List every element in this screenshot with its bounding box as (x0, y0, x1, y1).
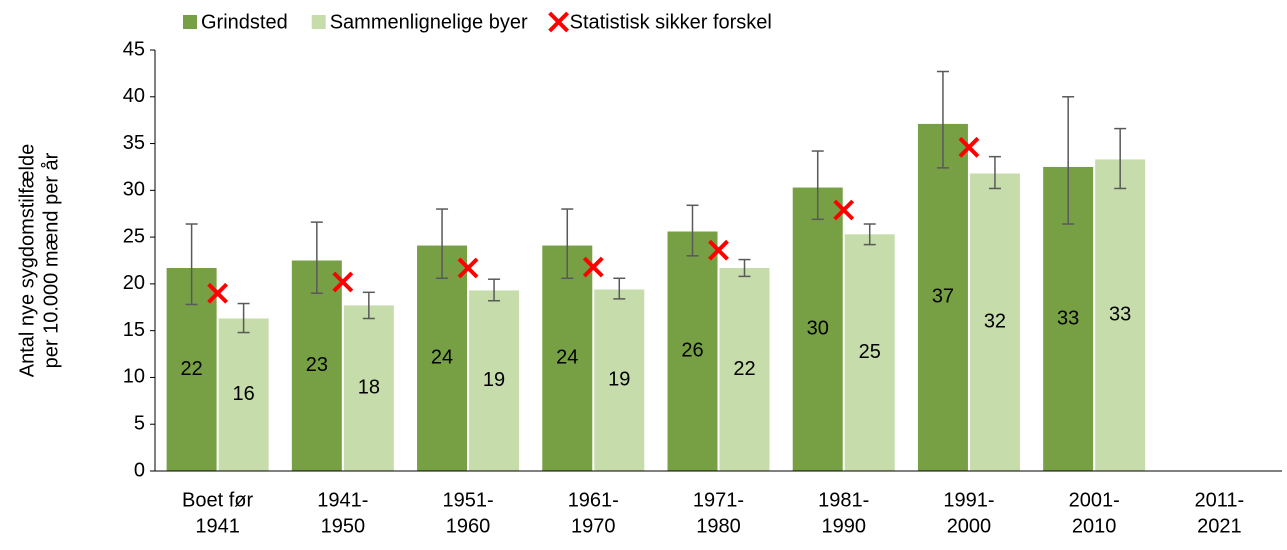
y-axis-title: Antal nye sygdomstilfælde (16, 144, 38, 377)
x-tick-label: 2010 (1072, 515, 1117, 537)
significance-marker-stroke (332, 271, 354, 293)
legend-label: Statistisk sikker forskel (570, 11, 772, 33)
legend-swatch (183, 15, 197, 29)
x-tick-label: 2000 (947, 515, 992, 537)
y-tick-label: 10 (123, 366, 145, 388)
significance-marker-stroke (833, 199, 855, 221)
x-tick-label: Boet før (182, 489, 253, 511)
significance-marker-stroke (958, 136, 980, 158)
error-bar (310, 221, 323, 294)
x-tick-label: 1980 (696, 515, 741, 537)
y-tick-label: 5 (134, 413, 145, 435)
significance-marker (457, 257, 479, 279)
y-tick-label: 40 (123, 85, 145, 107)
x-tick-label: 1961- (568, 489, 619, 511)
error-bar (561, 208, 574, 280)
bar (542, 245, 593, 471)
x-tick-label: 1970 (571, 515, 616, 537)
data-label: 24 (556, 347, 578, 369)
error-bar (362, 291, 375, 320)
y-tick-label: 30 (123, 179, 145, 201)
x-tick-label: 1941 (195, 515, 240, 537)
data-label: 37 (932, 286, 954, 308)
x-tick-label: 1971- (693, 489, 744, 511)
x-tick-label: 1991- (943, 489, 994, 511)
data-label: 25 (859, 341, 881, 363)
y-tick-label: 0 (134, 459, 145, 481)
bar (667, 231, 718, 471)
bar (969, 173, 1020, 471)
x-tick-label: 1951- (442, 489, 493, 511)
data-label: 19 (608, 369, 630, 391)
x-tick-label: 2021 (1197, 515, 1242, 537)
bar (417, 245, 468, 471)
bar (844, 234, 895, 471)
y-tick-label: 25 (123, 225, 145, 247)
bar (594, 289, 645, 471)
bar (792, 187, 843, 471)
error-bar (1062, 96, 1075, 225)
x-tick-label: 1941- (317, 489, 368, 511)
error-bar (613, 277, 626, 300)
error-bar (811, 150, 824, 221)
data-label: 33 (1057, 307, 1079, 329)
error-bar (738, 258, 751, 278)
data-label: 19 (483, 369, 505, 391)
x-tick-label: 1990 (821, 515, 866, 537)
significance-marker (833, 199, 855, 221)
significance-marker-stroke (457, 257, 479, 279)
data-label: 23 (306, 354, 328, 376)
y-tick-label: 45 (123, 38, 145, 60)
significance-marker-stroke (708, 239, 729, 261)
significance-marker-stroke (207, 282, 229, 304)
error-bar (488, 278, 501, 302)
bar (343, 305, 394, 471)
y-axis-title: per 10.000 mænd per år (40, 152, 62, 368)
y-tick-label: 20 (123, 272, 145, 294)
legend-marker (548, 11, 570, 33)
error-bar (686, 204, 699, 257)
data-label: 33 (1109, 304, 1131, 326)
error-bar (237, 302, 250, 334)
x-tick-label: 1950 (321, 515, 366, 537)
error-bar (1114, 127, 1127, 190)
error-bar (185, 223, 198, 306)
x-tick-label: 1981- (818, 489, 869, 511)
significance-marker-stroke (582, 256, 604, 278)
error-bar (436, 208, 449, 280)
data-label: 22 (180, 358, 202, 380)
error-bar (936, 70, 949, 169)
error-bar (863, 223, 876, 246)
data-label: 22 (733, 358, 755, 380)
y-tick-label: 15 (123, 319, 145, 341)
data-label: 18 (358, 376, 380, 398)
legend-label: Sammenlignelige byer (330, 11, 528, 33)
x-tick-label: 2011- (1195, 489, 1245, 511)
bar (218, 318, 269, 471)
bar (719, 267, 770, 471)
error-bar (988, 155, 1001, 190)
x-tick-label: 1960 (446, 515, 491, 537)
legend-marker-stroke (548, 11, 570, 33)
data-label: 24 (431, 347, 453, 369)
legend-label: Grindsted (201, 11, 288, 33)
x-tick-label: 2001- (1069, 489, 1120, 511)
data-label: 26 (681, 340, 703, 362)
data-label: 16 (232, 383, 254, 405)
bar (917, 123, 968, 472)
bar (291, 260, 342, 471)
data-label: 30 (807, 318, 829, 340)
y-tick-label: 35 (123, 132, 145, 154)
bar (1095, 159, 1146, 471)
legend-swatch (311, 15, 326, 29)
significance-marker (708, 239, 729, 261)
significance-marker (958, 136, 980, 158)
significance-marker (582, 256, 604, 278)
bar (469, 290, 520, 471)
significance-marker (332, 271, 354, 293)
significance-marker (207, 282, 229, 304)
data-label: 32 (984, 311, 1006, 333)
